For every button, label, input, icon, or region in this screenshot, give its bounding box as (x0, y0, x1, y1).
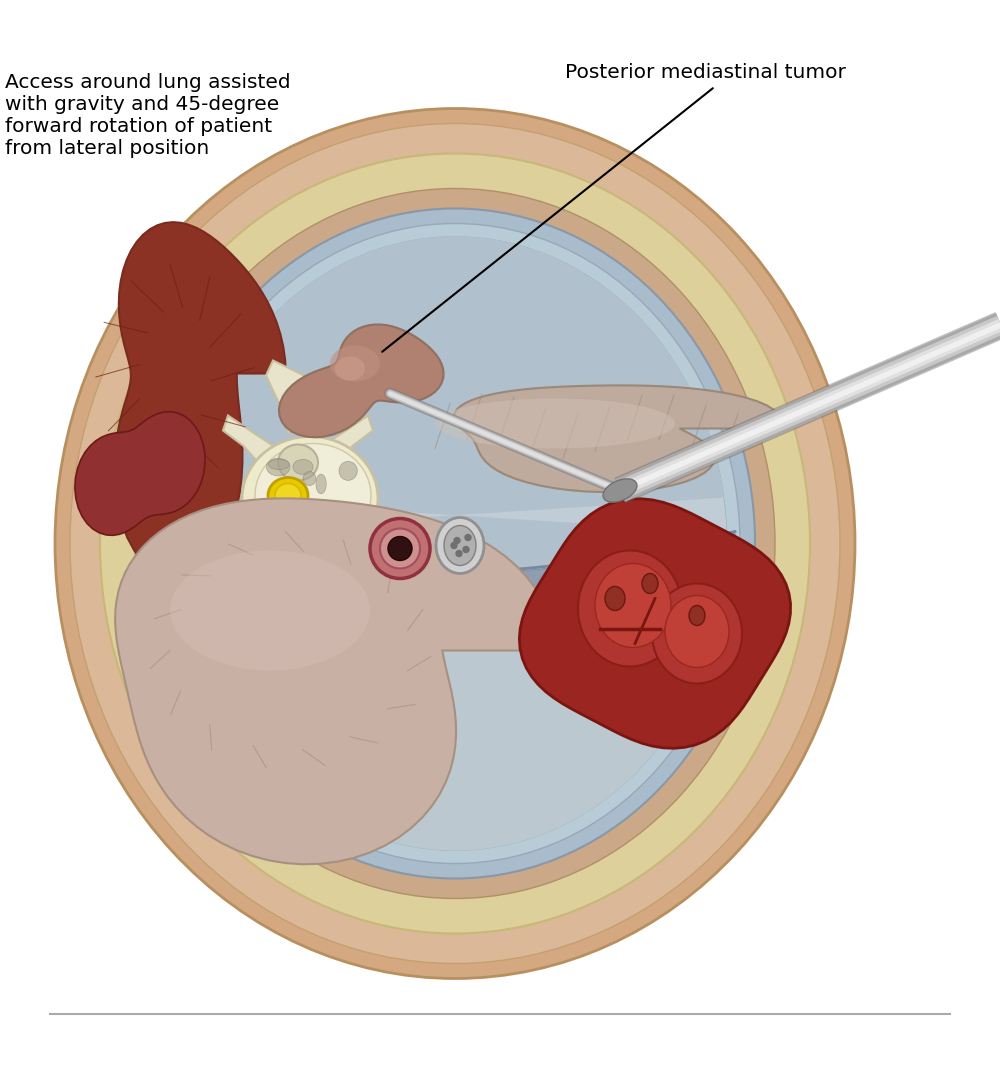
Ellipse shape (463, 546, 469, 553)
Polygon shape (75, 411, 205, 535)
Ellipse shape (444, 526, 476, 565)
Ellipse shape (268, 477, 308, 514)
Polygon shape (114, 222, 286, 577)
Ellipse shape (293, 460, 313, 475)
Ellipse shape (315, 518, 329, 530)
Ellipse shape (456, 550, 462, 557)
Ellipse shape (269, 459, 289, 470)
Polygon shape (279, 324, 444, 437)
Ellipse shape (275, 514, 285, 526)
Ellipse shape (388, 536, 412, 560)
Ellipse shape (454, 537, 460, 544)
Ellipse shape (170, 550, 370, 671)
Ellipse shape (55, 109, 855, 979)
Ellipse shape (70, 124, 840, 964)
Ellipse shape (305, 512, 329, 529)
Polygon shape (175, 551, 735, 851)
Ellipse shape (278, 445, 318, 480)
Ellipse shape (330, 346, 380, 381)
Ellipse shape (293, 508, 315, 520)
Ellipse shape (280, 514, 291, 532)
Ellipse shape (100, 154, 810, 934)
Ellipse shape (303, 472, 316, 486)
Polygon shape (454, 386, 781, 492)
Ellipse shape (436, 518, 484, 573)
Ellipse shape (652, 584, 742, 684)
Ellipse shape (266, 458, 290, 476)
Ellipse shape (603, 479, 637, 502)
Ellipse shape (380, 529, 420, 569)
Ellipse shape (316, 474, 326, 493)
Polygon shape (175, 237, 735, 573)
Ellipse shape (335, 356, 365, 380)
Ellipse shape (183, 237, 727, 851)
Ellipse shape (289, 491, 305, 503)
Ellipse shape (278, 489, 288, 508)
Ellipse shape (333, 514, 346, 523)
Ellipse shape (642, 573, 658, 593)
Ellipse shape (435, 398, 675, 448)
Polygon shape (266, 361, 308, 433)
Ellipse shape (135, 188, 775, 898)
Text: Access around lung assisted
with gravity and 45-degree
forward rotation of patie: Access around lung assisted with gravity… (5, 73, 291, 158)
Polygon shape (308, 416, 373, 476)
Ellipse shape (275, 484, 301, 507)
Ellipse shape (595, 563, 671, 647)
Text: Posterior mediastinal tumor: Posterior mediastinal tumor (565, 64, 846, 83)
Ellipse shape (689, 605, 705, 626)
Ellipse shape (605, 587, 625, 611)
Polygon shape (175, 533, 735, 591)
Ellipse shape (578, 550, 682, 667)
Polygon shape (115, 499, 552, 864)
Ellipse shape (288, 520, 307, 533)
Ellipse shape (289, 487, 301, 504)
Ellipse shape (665, 596, 729, 668)
Ellipse shape (155, 209, 755, 879)
Ellipse shape (339, 461, 357, 480)
Ellipse shape (370, 518, 430, 578)
Ellipse shape (311, 526, 330, 535)
Ellipse shape (170, 224, 740, 864)
Ellipse shape (287, 480, 301, 494)
Polygon shape (519, 499, 791, 749)
Ellipse shape (465, 534, 471, 541)
Ellipse shape (255, 444, 371, 547)
Ellipse shape (242, 436, 378, 560)
Polygon shape (223, 416, 288, 476)
Ellipse shape (451, 543, 457, 548)
